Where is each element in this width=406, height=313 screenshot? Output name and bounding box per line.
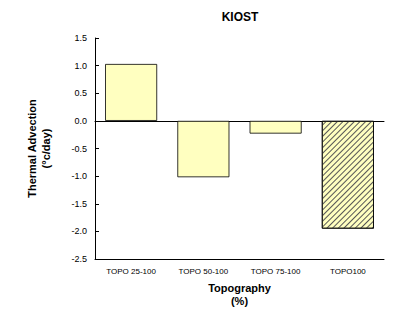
svg-text:0.0: 0.0	[74, 116, 87, 126]
svg-text:0.5: 0.5	[74, 88, 87, 98]
svg-text:TOPO 75-100: TOPO 75-100	[251, 267, 301, 276]
svg-text:Topography: Topography	[208, 282, 272, 294]
svg-text:TOPO 50-100: TOPO 50-100	[179, 267, 229, 276]
svg-text:TOPO100: TOPO100	[330, 267, 366, 276]
svg-text:(°c/day): (°c/day)	[40, 128, 52, 168]
svg-text:-2.5: -2.5	[71, 254, 87, 264]
svg-text:1.0: 1.0	[74, 61, 87, 71]
svg-text:-0.5: -0.5	[71, 144, 87, 154]
svg-text:TOPO 25-100: TOPO 25-100	[106, 267, 156, 276]
svg-text:-1.0: -1.0	[71, 171, 87, 181]
svg-text:(%): (%)	[231, 295, 248, 307]
svg-text:1.5: 1.5	[74, 33, 87, 43]
svg-text:-2.0: -2.0	[71, 226, 87, 236]
svg-text:Thermal Advection: Thermal Advection	[26, 99, 38, 198]
svg-text:-1.5: -1.5	[71, 199, 87, 209]
svg-text:KIOST: KIOST	[222, 10, 259, 24]
